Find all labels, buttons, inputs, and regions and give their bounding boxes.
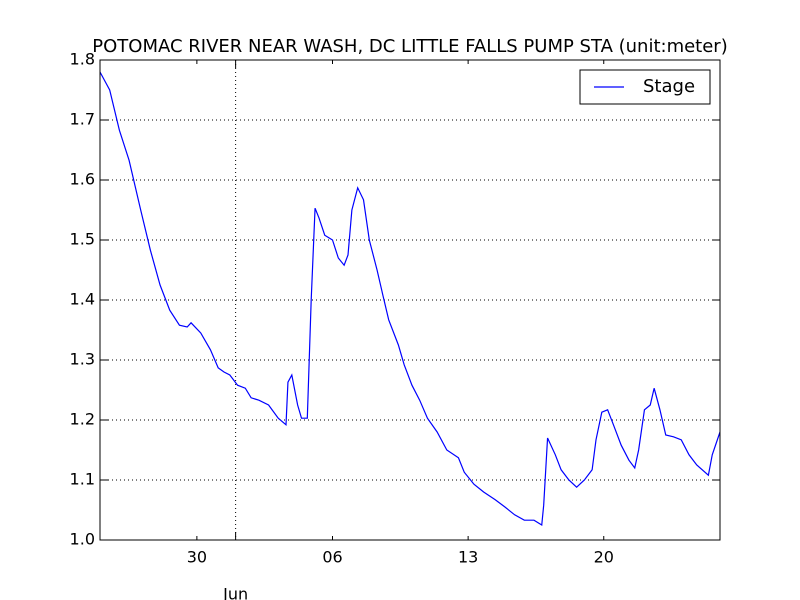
- x-tick-label: 20: [594, 548, 614, 567]
- x-tick-label: 13: [458, 548, 478, 567]
- y-tick-label: 1.6: [70, 170, 95, 189]
- y-tick-label: 1.2: [70, 410, 95, 429]
- data-line: [99, 71, 721, 527]
- plot-frame: [99, 59, 721, 541]
- y-tick-label: 1.8: [70, 50, 95, 69]
- x-tick-label: 06: [322, 548, 342, 567]
- chart-title: POTOMAC RIVER NEAR WASH, DC LITTLE FALLS…: [92, 36, 727, 57]
- y-tick-label: 1.5: [70, 230, 95, 249]
- y-tick-label: 1.7: [70, 110, 95, 129]
- y-tick-label: 1.3: [70, 350, 95, 369]
- y-tick-label: 1.4: [70, 290, 95, 309]
- y-tick-label: 1.1: [70, 470, 95, 489]
- y-tick-label: 1.0: [70, 530, 95, 549]
- x-major-tick-label: Jun: [222, 585, 248, 600]
- legend-label: Stage: [643, 76, 695, 97]
- x-tick-label: 30: [187, 548, 207, 567]
